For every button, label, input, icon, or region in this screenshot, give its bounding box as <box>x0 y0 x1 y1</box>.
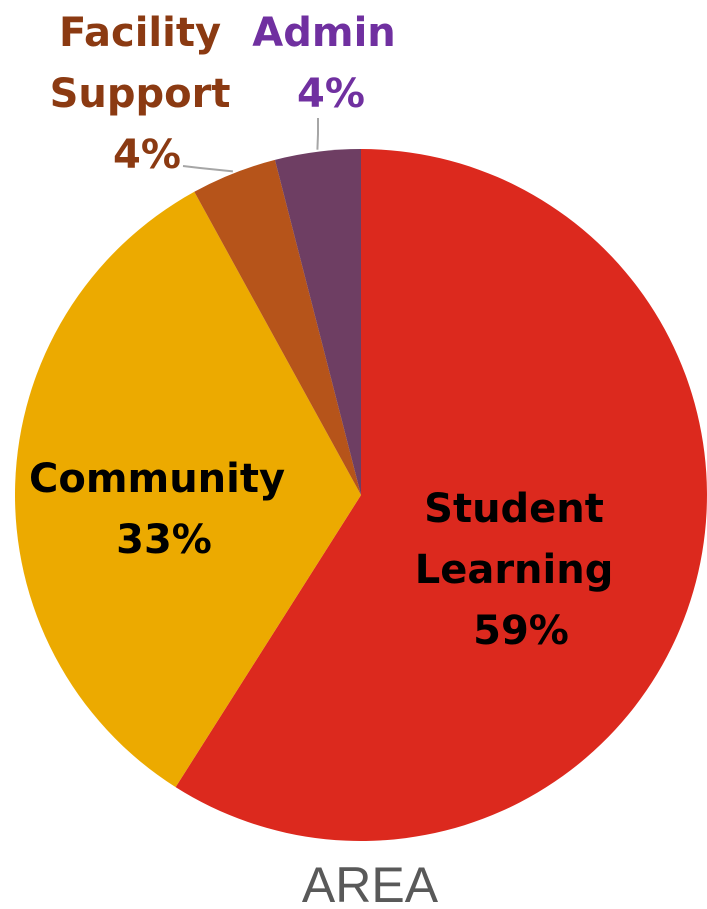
slice-label-line: Student <box>424 486 604 532</box>
pie-slices <box>14 149 707 841</box>
slice-percent: 4% <box>113 132 181 178</box>
slice-label-line: Learning <box>415 547 614 593</box>
leader-lines <box>182 118 319 173</box>
pie-slice <box>274 149 361 495</box>
pie-slice <box>175 149 707 841</box>
slice-label-admin: Admin 4% <box>252 10 409 117</box>
slice-label-student-learning: Student Learning 59% <box>415 486 628 654</box>
leader-line-admin <box>316 118 319 150</box>
slice-label-line: Facility <box>59 10 221 56</box>
slice-label-line: Admin <box>252 10 395 56</box>
slice-percent: 33% <box>116 517 212 563</box>
slice-label-line: Support <box>50 71 231 117</box>
slice-percent: 59% <box>473 608 569 654</box>
slice-label-line: Community <box>29 456 285 502</box>
leader-line-facility-support <box>182 165 234 173</box>
slice-label-facility-support: Facility Support 4% <box>50 10 245 178</box>
pie-slice <box>14 191 361 788</box>
slice-label-community: Community 33% <box>29 456 299 563</box>
slice-percent: 4% <box>297 71 365 117</box>
pie-slice <box>194 159 361 495</box>
chart-title: AREA <box>302 857 439 909</box>
